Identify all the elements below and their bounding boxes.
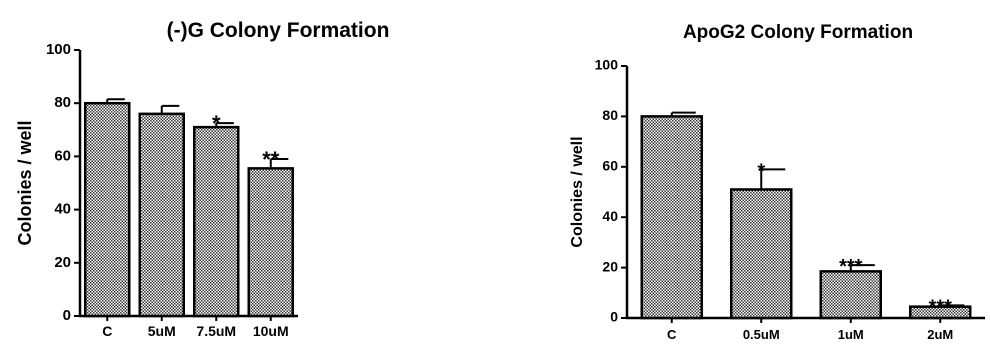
chart-apog2: ApoG2 Colony Formation Colonies / well 0 20… [569, 22, 985, 342]
x-tick-label: 7.5uM [196, 323, 236, 339]
y-tick-label: 80 [54, 94, 71, 111]
bar [84, 101, 131, 318]
bar [819, 270, 882, 320]
y-tick-label: 40 [602, 208, 618, 224]
y-tick-label: 80 [602, 107, 618, 123]
significance-marker: ** [262, 147, 280, 172]
chart-title: (-)G Colony Formation [167, 19, 390, 42]
significance-marker: *** [929, 296, 953, 318]
x-tick-label: C [102, 323, 112, 339]
x-tick-label: 1uM [838, 327, 864, 342]
y-tick-label: 0 [610, 309, 618, 325]
x-tick-label: C [667, 327, 677, 342]
x-tick-label: 0.5uM [743, 327, 780, 342]
x-tick-label: 10uM [253, 323, 289, 339]
y-axis-label: Colonies / well [569, 136, 586, 247]
y-tick-label: 60 [602, 158, 618, 174]
chart-title: ApoG2 Colony Formation [683, 22, 913, 43]
y-axis-label: Colonies / well [15, 120, 35, 245]
bar [730, 188, 793, 320]
bar [138, 112, 185, 318]
bar [193, 125, 240, 318]
bar [640, 115, 703, 320]
significance-marker: * [212, 111, 221, 136]
y-tick-label: 40 [54, 201, 71, 218]
x-tick-label: 2uM [927, 327, 953, 342]
y-tick-label: 20 [54, 254, 71, 271]
significance-marker: *** [839, 256, 863, 278]
significance-marker: * [757, 160, 765, 182]
chart-gossypol: (-)G Colony Formation Colonies / well 0 20 4… [15, 19, 390, 339]
y-tick-label: 0 [63, 307, 71, 324]
y-tick-label: 60 [54, 147, 71, 164]
y-tick-label: 20 [602, 258, 618, 274]
x-tick-label: 5uM [148, 323, 176, 339]
y-tick-label: 100 [595, 57, 619, 73]
bar [247, 167, 294, 318]
y-tick-label: 100 [46, 41, 71, 58]
